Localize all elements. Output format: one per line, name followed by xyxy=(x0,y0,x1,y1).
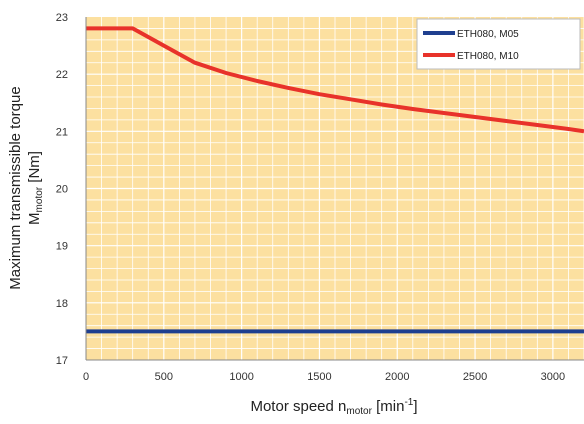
x-axis-title: Motor speed nmotor [min-1] xyxy=(250,397,417,417)
x-tick-label: 500 xyxy=(155,371,173,383)
legend-label-eth080-m05: ETH080, M05 xyxy=(457,29,519,40)
y-tick-label: 22 xyxy=(56,69,68,81)
y-axis-title: Maximum transmissible torque Mmotor [Nm] xyxy=(7,86,45,289)
y-axis-title-line2-suffix: [Nm] xyxy=(26,151,43,187)
x-tick-label: 1000 xyxy=(229,371,253,383)
y-tick-label: 19 xyxy=(56,241,68,253)
x-tick-label: 1500 xyxy=(307,371,331,383)
x-axis-title-unit: [min xyxy=(372,398,405,415)
y-axis-title-line2-subscript: motor xyxy=(34,186,45,212)
x-tick-label: 2500 xyxy=(463,371,487,383)
legend-label-eth080-m10: ETH080, M10 xyxy=(457,51,519,62)
x-tick-label: 0 xyxy=(83,371,89,383)
legend: ETH080, M05 ETH080, M10 xyxy=(416,18,581,70)
y-tick-label: 17 xyxy=(56,355,68,367)
x-axis-title-superscript: -1 xyxy=(404,397,413,408)
x-axis-title-main: Motor speed n xyxy=(250,398,346,415)
x-axis-title-suffix: ] xyxy=(413,398,417,415)
y-tick-label: 21 xyxy=(56,126,68,138)
legend-box xyxy=(416,18,581,70)
x-axis-title-subscript: motor xyxy=(346,406,372,417)
y-axis-title-line1: Maximum transmissible torque xyxy=(7,86,24,289)
y-tick-label: 23 xyxy=(56,12,68,24)
tick-labels: 0 500 1000 1500 2000 2500 3000 17 18 19 20 21 22 23 xyxy=(56,12,565,383)
y-tick-label: 18 xyxy=(56,298,68,310)
y-axis-title-line2: Mmotor [Nm] xyxy=(26,151,45,225)
series-line-eth080-m10 xyxy=(86,26,584,134)
x-tick-label: 2000 xyxy=(385,371,409,383)
y-axis-title-line2-main: M xyxy=(26,212,43,225)
x-tick-label: 3000 xyxy=(541,371,565,383)
series-layer xyxy=(86,26,584,334)
y-tick-label: 20 xyxy=(56,184,68,196)
